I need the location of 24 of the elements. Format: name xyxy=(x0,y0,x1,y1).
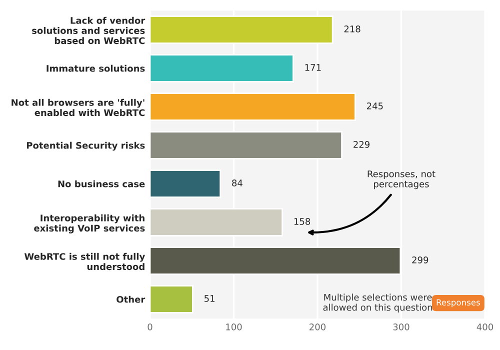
data-label: 84 xyxy=(232,180,242,186)
y-tick-label: WebRTC is still not fully understood xyxy=(24,252,145,270)
annotation: Multiple selections were allowed on this question xyxy=(323,294,432,313)
y-tick-label: Potential Security risks xyxy=(26,142,145,151)
x-tick-label: 300 xyxy=(393,324,410,330)
y-tick-label: Lack of vendor solutions and services based on WebRTC xyxy=(32,16,146,44)
annotation: Responses xyxy=(436,299,480,308)
annotation: Responses, not percentages xyxy=(368,170,436,190)
x-tick-label: 0 xyxy=(148,324,152,330)
data-label: 218 xyxy=(344,26,360,32)
x-tick-label: 400 xyxy=(476,324,494,330)
data-label: 299 xyxy=(412,256,428,264)
x-tick-label: 200 xyxy=(310,324,326,330)
y-tick-label: Other xyxy=(116,296,146,303)
y-tick-label: No business case xyxy=(58,180,145,188)
data-label: 51 xyxy=(204,295,214,302)
y-tick-label: Interoperability with existing VoIP services xyxy=(34,214,145,234)
data-label: 171 xyxy=(305,64,321,71)
y-tick-label: Immature solutions xyxy=(46,64,145,72)
x-tick-label: 100 xyxy=(226,324,242,330)
data-label: 229 xyxy=(354,141,370,148)
data-label: 158 xyxy=(294,218,310,225)
y-tick-label: Not all browsers are 'fully' enabled with WebRTC xyxy=(12,98,145,116)
data-label: 245 xyxy=(366,102,383,110)
